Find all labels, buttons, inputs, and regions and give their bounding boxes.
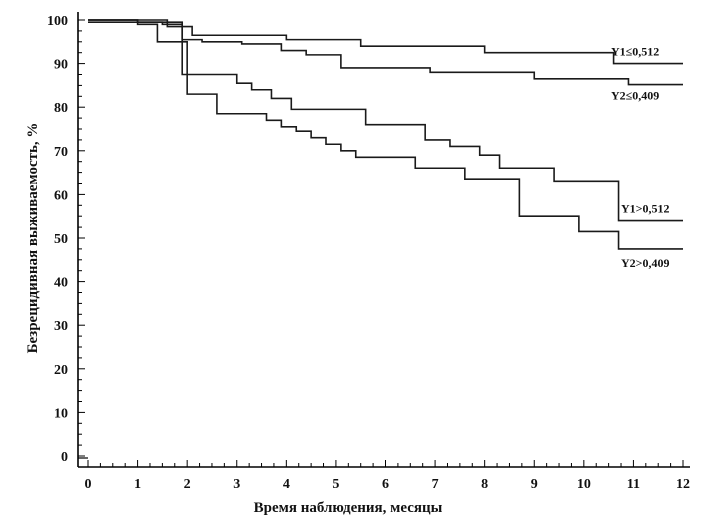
x-tick-label: 12: [676, 477, 690, 492]
y-tick-label: 80: [54, 101, 68, 116]
y-tick-label: 30: [54, 319, 68, 334]
series-label-4: Y2>0,409: [621, 256, 670, 270]
series-label-3: Y1>0,512: [621, 202, 670, 216]
y-tick-label: 20: [54, 363, 68, 378]
y-tick-label: 40: [54, 276, 68, 291]
x-tick-label: 7: [432, 477, 439, 492]
axes: [77, 12, 690, 468]
y-axis-title: Безрецидивная выживаемость, %: [25, 123, 41, 354]
series-lines: [88, 19, 683, 250]
x-tick-label: 6: [382, 477, 389, 492]
series-labels: Y1≤0,512 Y2≤0,409 Y1>0,512 Y2>0,409: [611, 45, 670, 270]
y-tick-label: 100: [47, 14, 68, 29]
x-tick-label: 0: [85, 477, 92, 492]
series-line-1: [88, 19, 683, 65]
series-label-1: Y1≤0,512: [611, 45, 659, 59]
x-tick-label: 4: [283, 477, 290, 492]
x-axis-title: Время наблюдения, месяцы: [254, 500, 443, 516]
x-tick-label: 8: [481, 477, 488, 492]
y-tick-label: 90: [54, 58, 68, 73]
y-tick-label: 70: [54, 145, 68, 160]
x-tick-label: 9: [531, 477, 538, 492]
series-line-3: [88, 19, 683, 222]
series-label-2: Y2≤0,409: [611, 89, 659, 103]
x-tick-label: 11: [627, 477, 640, 492]
x-tick-label: 2: [184, 477, 191, 492]
tick-marks: [78, 19, 684, 467]
y-tick-label: 0: [61, 450, 68, 465]
x-tick-label: 5: [332, 477, 339, 492]
x-tick-label: 10: [577, 477, 591, 492]
y-tick-label: 10: [54, 406, 68, 421]
x-tick-label: 3: [233, 477, 240, 492]
y-tick-label: 60: [54, 188, 68, 203]
x-tick-label: 1: [134, 477, 141, 492]
series-line-4: [88, 19, 683, 250]
y-tick-label: 50: [54, 232, 68, 247]
